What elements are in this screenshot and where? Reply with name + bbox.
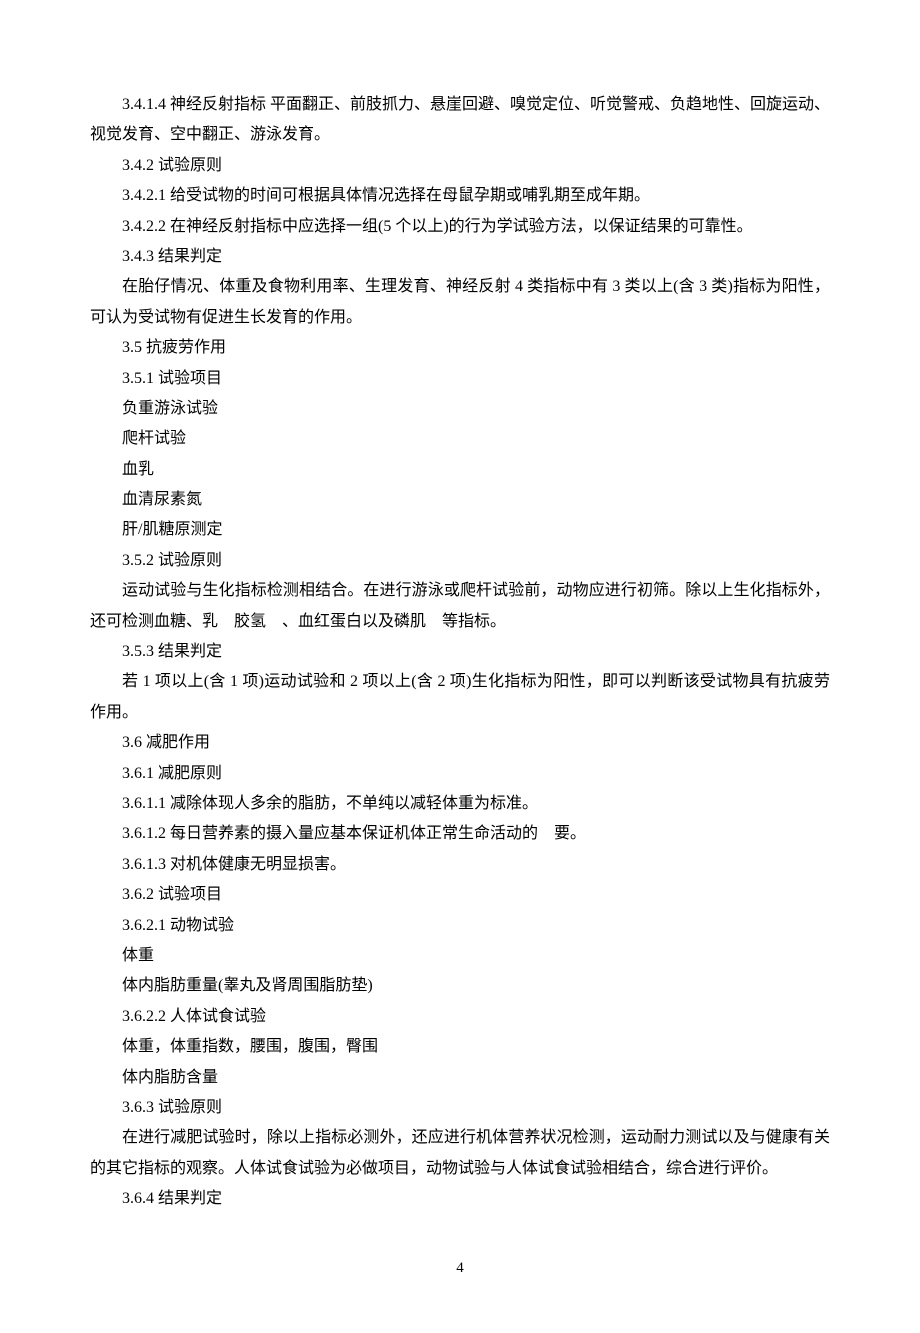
para-3-6-3-content: 在进行减肥试验时，除以上指标必测外，还应进行机体营养状况检测，运动耐力测试以及与… [90, 1123, 830, 1184]
para-item-body-measures: 体重，体重指数，腰围，腹围，臀围 [90, 1032, 830, 1062]
para-item-weight: 体重 [90, 941, 830, 971]
para-3-4-3-content: 在胎仔情况、体重及食物利用率、生理发育、神经反射 4 类指标中有 3 类以上(含… [90, 272, 830, 333]
para-3-6-1-3: 3.6.1.3 对机体健康无明显损害。 [90, 850, 830, 880]
para-3-4-1-4: 3.4.1.4 神经反射指标 平面翻正、前肢抓力、悬崖回避、嗅觉定位、听觉警戒、… [90, 90, 830, 151]
para-3-5-3-content: 若 1 项以上(含 1 项)运动试验和 2 项以上(含 2 项)生化指标为阳性，… [90, 667, 830, 728]
para-item-swim: 负重游泳试验 [90, 394, 830, 424]
para-item-fat-weight: 体内脂肪重量(睾丸及肾周围脂肪垫) [90, 971, 830, 1001]
page-number: 4 [90, 1254, 830, 1283]
para-3-6-1-1: 3.6.1.1 减除体现人多余的脂肪，不单纯以减轻体重为标准。 [90, 789, 830, 819]
para-3-5-3: 3.5.3 结果判定 [90, 637, 830, 667]
document-content: 3.4.1.4 神经反射指标 平面翻正、前肢抓力、悬崖回避、嗅觉定位、听觉警戒、… [90, 90, 830, 1214]
para-3-6-2-2: 3.6.2.2 人体试食试验 [90, 1002, 830, 1032]
para-3-5: 3.5 抗疲劳作用 [90, 333, 830, 363]
para-item-glycogen: 肝/肌糖原测定 [90, 515, 830, 545]
para-3-6-2-1: 3.6.2.1 动物试验 [90, 911, 830, 941]
para-3-6-3: 3.6.3 试验原则 [90, 1093, 830, 1123]
para-3-6: 3.6 减肥作用 [90, 728, 830, 758]
para-3-4-2-1: 3.4.2.1 给受试物的时间可根据具体情况选择在母鼠孕期或哺乳期至成年期。 [90, 181, 830, 211]
para-item-climb: 爬杆试验 [90, 424, 830, 454]
para-3-5-2: 3.5.2 试验原则 [90, 546, 830, 576]
para-item-fat-content: 体内脂肪含量 [90, 1063, 830, 1093]
para-item-serum-urea: 血清尿素氮 [90, 485, 830, 515]
para-3-6-1: 3.6.1 减肥原则 [90, 759, 830, 789]
para-3-4-2: 3.4.2 试验原则 [90, 151, 830, 181]
para-3-6-1-2: 3.6.1.2 每日营养素的摄入量应基本保证机体正常生命活动的 要。 [90, 819, 830, 849]
para-3-4-2-2: 3.4.2.2 在神经反射指标中应选择一组(5 个以上)的行为学试验方法，以保证… [90, 212, 830, 242]
para-3-5-1: 3.5.1 试验项目 [90, 364, 830, 394]
para-item-blood-lactate: 血乳 [90, 455, 830, 485]
para-3-4-3: 3.4.3 结果判定 [90, 242, 830, 272]
para-3-6-4: 3.6.4 结果判定 [90, 1184, 830, 1214]
para-3-5-2-content: 运动试验与生化指标检测相结合。在进行游泳或爬杆试验前，动物应进行初筛。除以上生化… [90, 576, 830, 637]
para-3-6-2: 3.6.2 试验项目 [90, 880, 830, 910]
